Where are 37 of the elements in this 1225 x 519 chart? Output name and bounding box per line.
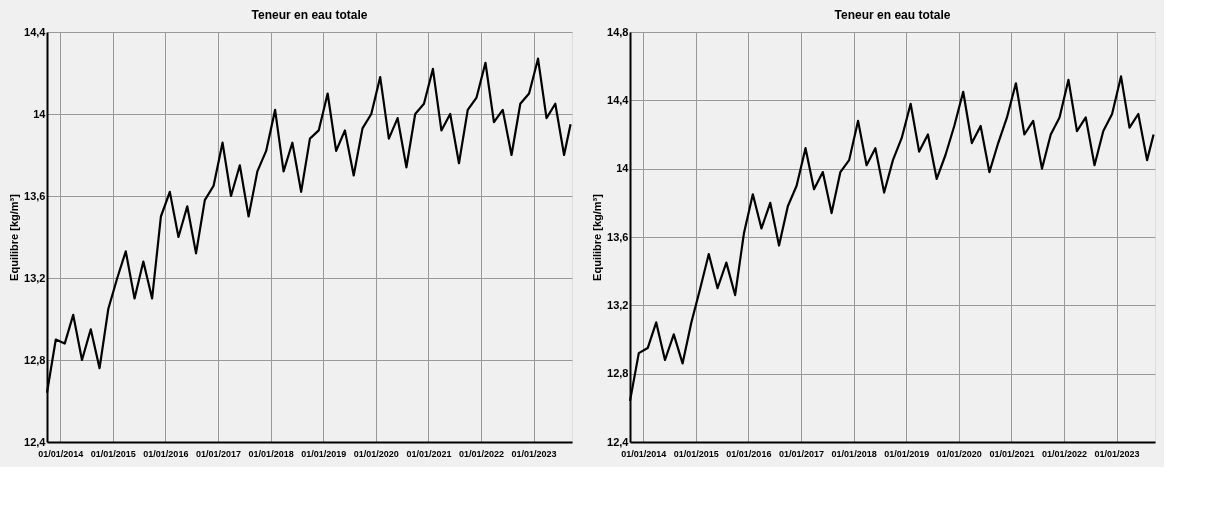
x-tick-label: 01/01/2019 — [301, 448, 347, 459]
y-tick-label: 14,4 — [24, 25, 47, 38]
x-tick-label: 01/01/2022 — [458, 448, 505, 459]
x-tick-label: 01/01/2023 — [511, 448, 557, 459]
x-tick-label: 01/01/2018 — [831, 448, 877, 459]
x-tick-label: 01/01/2014 — [38, 448, 84, 459]
x-tick-label: 01/01/2019 — [884, 448, 930, 459]
y-tick-label: 13,2 — [607, 298, 629, 311]
y-axis-title: Equilibre [kg/m³] — [8, 193, 21, 281]
x-tick-label: 01/01/2017 — [196, 448, 242, 459]
x-tick-label: 01/01/2016 — [143, 448, 189, 459]
y-tick-label: 14,4 — [607, 93, 630, 106]
x-tick-label: 01/01/2014 — [621, 448, 667, 459]
x-tick-label: 01/01/2020 — [936, 448, 982, 459]
y-tick-label: 12,8 — [24, 353, 46, 366]
y-tick-label: 12,8 — [607, 367, 629, 380]
y-tick-label: 13,6 — [24, 189, 46, 202]
x-tick-label: 01/01/2015 — [673, 448, 719, 459]
y-tick-label: 14,8 — [607, 25, 629, 38]
y-tick-label: 14 — [616, 162, 630, 175]
x-tick-label: 01/01/2015 — [90, 448, 136, 459]
y-tick-label: 13,6 — [607, 230, 629, 243]
y-tick-label: 14 — [33, 107, 47, 120]
x-tick-label: 01/01/2021 — [406, 448, 452, 459]
x-tick-label: 01/01/2022 — [1041, 448, 1088, 459]
x-tick-label: 01/01/2023 — [1094, 448, 1140, 459]
x-tick-label: 01/01/2016 — [726, 448, 772, 459]
x-tick-label: 01/01/2017 — [779, 448, 825, 459]
x-tick-label: 01/01/2021 — [989, 448, 1035, 459]
y-tick-label: 13,2 — [24, 271, 46, 284]
x-tick-label: 01/01/2020 — [353, 448, 399, 459]
chart-title: Teneur en eau totale — [834, 8, 951, 22]
x-tick-label: 01/01/2018 — [248, 448, 294, 459]
chart-title: Teneur en eau totale — [251, 8, 368, 22]
y-tick-label: 12,4 — [24, 435, 47, 448]
y-axis-title: Equilibre [kg/m³] — [591, 193, 604, 281]
y-tick-label: 12,4 — [607, 435, 630, 448]
